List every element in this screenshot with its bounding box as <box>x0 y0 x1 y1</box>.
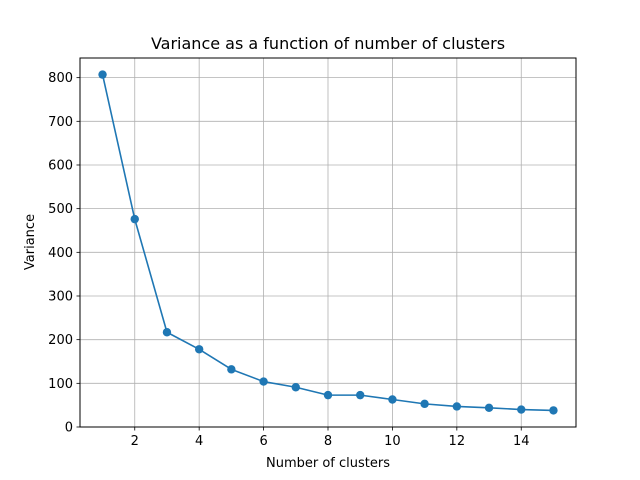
data-point <box>420 399 429 409</box>
x-tick-label: 2 <box>131 434 139 449</box>
y-tick-label: 200 <box>48 333 73 348</box>
data-point <box>323 390 333 400</box>
ticks: 2 4 6 8 10 12 14 0 100 200 300 400 500 600 700 800 <box>48 71 529 449</box>
data-point <box>549 406 558 415</box>
series-layer <box>98 70 558 415</box>
data-point <box>356 390 365 400</box>
x-tick-label: 8 <box>324 434 332 449</box>
data-point <box>98 70 107 79</box>
data-point <box>259 377 268 386</box>
data-point <box>227 365 236 374</box>
y-tick-label: 400 <box>48 246 73 261</box>
x-tick-label: 4 <box>195 434 203 449</box>
x-tick-label: 14 <box>513 434 530 449</box>
data-point <box>452 402 462 411</box>
y-tick-label: 100 <box>48 377 73 392</box>
data-point <box>388 395 397 404</box>
data-point <box>162 328 172 337</box>
data-point <box>194 345 204 354</box>
data-point <box>291 383 300 392</box>
y-tick-label: 600 <box>48 158 73 173</box>
y-tick-label: 500 <box>48 202 73 217</box>
x-tick-label: 12 <box>449 434 466 449</box>
x-tick-label: 10 <box>384 434 401 449</box>
x-tick-label: 6 <box>259 434 267 449</box>
data-point <box>484 403 494 412</box>
y-tick-label: 700 <box>48 115 73 130</box>
y-tick-label: 0 <box>65 421 73 436</box>
y-axis-title: Variance <box>23 214 38 270</box>
data-point <box>130 214 139 224</box>
x-axis-title: Number of clusters <box>266 456 390 471</box>
chart-title: Variance as a function of number of clus… <box>151 34 505 53</box>
y-tick-label: 300 <box>48 289 73 304</box>
y-tick-label: 800 <box>48 71 73 86</box>
data-point <box>517 405 526 414</box>
